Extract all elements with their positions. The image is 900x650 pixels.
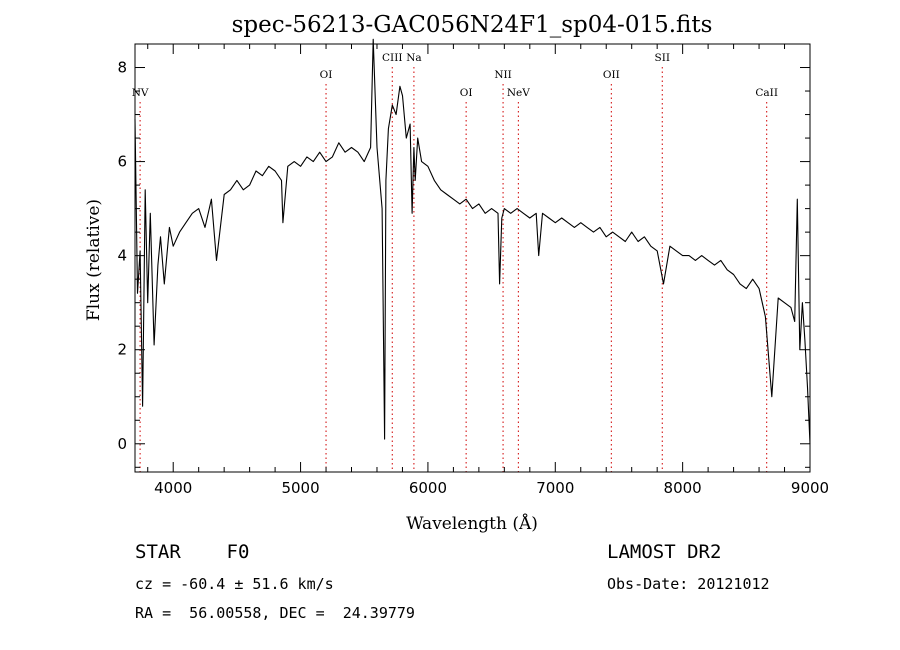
spectral-line-label: NV — [132, 87, 149, 99]
object-class: STAR F0 — [135, 541, 249, 563]
coordinates: RA = 56.00558, DEC = 24.39779 — [135, 604, 415, 622]
subclass-text: F0 — [226, 541, 250, 563]
y-tick-label: 0 — [117, 435, 127, 453]
spectral-line-label: OI — [320, 69, 333, 81]
chart-title: spec-56213-GAC056N24F1_sp04-015.fits — [232, 12, 713, 38]
y-tick-label: 2 — [117, 341, 127, 359]
spectral-line-label: OII — [603, 69, 620, 81]
spectral-line-label: NeV — [507, 87, 530, 99]
y-tick-label: 8 — [117, 59, 127, 77]
x-axis-label: Wavelength (Å) — [406, 513, 538, 534]
x-tick-label: 7000 — [536, 479, 574, 497]
class-text: STAR — [135, 541, 181, 563]
spectrum-line — [134, 38, 811, 444]
x-tick-label: 9000 — [791, 479, 829, 497]
spectral-line-label: NII — [494, 69, 511, 81]
survey-name: LAMOST DR2 — [607, 541, 722, 563]
y-tick-label: 4 — [117, 247, 127, 265]
x-tick-label: 5000 — [281, 479, 319, 497]
plot-frame — [134, 43, 811, 473]
y-axis-label: Flux (relative) — [84, 199, 104, 321]
spectral-line-label: SII — [655, 52, 671, 64]
x-tick-label: 8000 — [664, 479, 702, 497]
x-tick-label: 4000 — [154, 479, 192, 497]
redshift-info: cz = -60.4 ± 51.6 km/s — [135, 575, 334, 593]
spectral-line-label: Na — [406, 52, 421, 64]
x-tick-label: 6000 — [409, 479, 447, 497]
spectral-line-label: OI — [460, 87, 473, 99]
spectral-line-label: CIII — [382, 52, 402, 64]
obs-date: Obs-Date: 20121012 — [607, 575, 770, 593]
y-tick-label: 6 — [117, 153, 127, 171]
spectral-line-label: CaII — [755, 87, 778, 99]
